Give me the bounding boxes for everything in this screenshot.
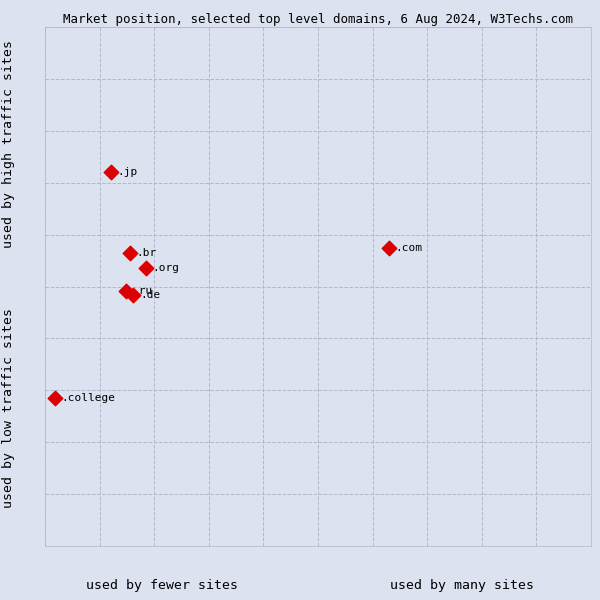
Point bbox=[121, 286, 131, 295]
Text: .com: .com bbox=[395, 242, 422, 253]
Point bbox=[128, 290, 138, 300]
Point bbox=[125, 248, 134, 257]
Text: .jp: .jp bbox=[117, 167, 137, 178]
Point bbox=[50, 393, 59, 403]
Text: used by many sites: used by many sites bbox=[390, 579, 534, 592]
Text: used by fewer sites: used by fewer sites bbox=[86, 579, 238, 592]
Text: .college: .college bbox=[61, 393, 115, 403]
Text: used by high traffic sites: used by high traffic sites bbox=[2, 40, 16, 248]
Point bbox=[384, 243, 394, 253]
Text: .br: .br bbox=[136, 248, 157, 258]
Text: .de: .de bbox=[140, 290, 160, 301]
Text: .ru: .ru bbox=[133, 286, 152, 296]
Text: .org: .org bbox=[152, 263, 179, 274]
Point bbox=[141, 263, 151, 273]
Point bbox=[106, 167, 115, 177]
Text: Market position, selected top level domains, 6 Aug 2024, W3Techs.com: Market position, selected top level doma… bbox=[63, 13, 573, 26]
Text: used by low traffic sites: used by low traffic sites bbox=[2, 308, 16, 508]
